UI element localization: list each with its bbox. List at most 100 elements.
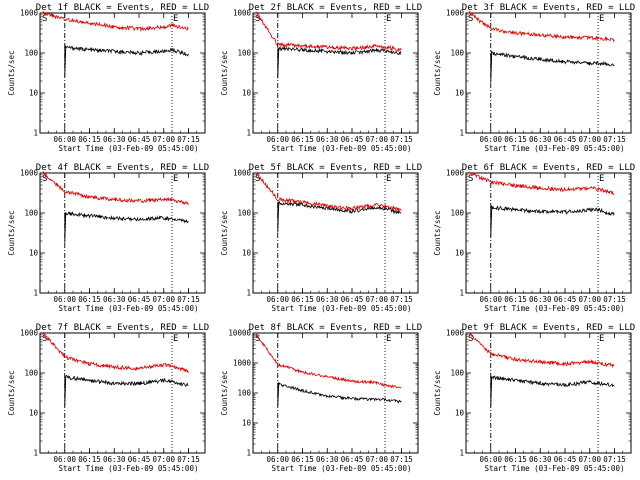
events-series-line	[64, 210, 189, 243]
x-tick-label: 07:15	[603, 455, 626, 464]
lld-series-line	[255, 11, 402, 52]
detector-panel-7: Det 7f BLACK = Events, RED = LLD 1 10 100 10…	[0, 320, 213, 480]
detector-panel-3: Det 3f BLACK = Events, RED = LLD 1 10 100 10…	[426, 0, 639, 160]
y-axis-label: Counts/sec	[433, 50, 442, 95]
x-axis-label: Start Time (03-Feb-09 05:45:00)	[485, 304, 625, 313]
detector-panel-9: Det 9f BLACK = Events, RED = LLD 1 10 100 10…	[426, 320, 639, 480]
y-axis-label: Counts/sec	[7, 50, 16, 95]
y-tick-label: 1000	[446, 9, 465, 18]
detector-panel-6: Det 6f BLACK = Events, RED = LLD 1 10 100 10…	[426, 160, 639, 320]
x-tick-label: 06:45	[554, 295, 577, 304]
events-series-line	[277, 45, 402, 79]
y-tick-label: 100	[237, 49, 251, 58]
x-tick-label: 06:30	[316, 295, 339, 304]
y-tick-label: 10	[29, 249, 39, 258]
start-marker-label: S	[255, 14, 260, 24]
x-tick-label: 07:15	[177, 295, 200, 304]
x-tick-label: 06:00	[479, 295, 502, 304]
x-tick-label: 06:45	[554, 135, 577, 144]
panel-title: Det 1f BLACK = Events, RED = LLD	[36, 3, 209, 13]
detector-panel-8: Det 8f BLACK = Events, RED = LLD 1 10 100 10…	[213, 320, 426, 480]
x-tick-label: 06:15	[291, 135, 314, 144]
detector-panel-4: Det 4f BLACK = Events, RED = LLD 1 10 100 10…	[0, 160, 213, 320]
chart-svg-7: Det 7f BLACK = Events, RED = LLD 1 10 100 10…	[7, 323, 209, 473]
x-axis-label: Start Time (03-Feb-09 05:45:00)	[59, 144, 199, 153]
x-axis-label: Start Time (03-Feb-09 05:45:00)	[485, 144, 625, 153]
y-tick-label: 100	[24, 209, 38, 218]
x-tick-label: 06:00	[53, 455, 76, 464]
lld-series-line	[42, 331, 189, 374]
y-axis-label: Counts/sec	[7, 210, 16, 255]
start-marker-label: S	[468, 334, 473, 344]
x-tick-label: 06:00	[266, 295, 289, 304]
end-marker-label: E	[599, 174, 604, 184]
x-tick-label: 07:15	[603, 295, 626, 304]
y-tick-label: 1000	[446, 329, 465, 338]
y-tick-label: 10	[29, 409, 39, 418]
x-tick-label: 06:45	[554, 455, 577, 464]
x-tick-label: 07:15	[390, 455, 413, 464]
x-tick-label: 07:15	[390, 295, 413, 304]
y-tick-label: 100	[450, 369, 464, 378]
y-axis-label: Counts/sec	[433, 370, 442, 415]
y-tick-label: 10000	[228, 329, 251, 338]
x-tick-label: 07:15	[177, 135, 200, 144]
x-axis-label: Start Time (03-Feb-09 05:45:00)	[272, 304, 412, 313]
y-tick-label: 10	[455, 249, 465, 258]
start-marker-label: S	[468, 14, 473, 24]
y-tick-label: 1	[246, 289, 251, 298]
y-tick-label: 1	[459, 129, 464, 138]
chart-svg-3: Det 3f BLACK = Events, RED = LLD 1 10 100 10…	[433, 3, 635, 153]
chart-svg-6: Det 6f BLACK = Events, RED = LLD 1 10 100 10…	[433, 163, 635, 313]
x-tick-label: 06:30	[103, 455, 126, 464]
chart-svg-5: Det 5f BLACK = Events, RED = LLD 1 10 100 10…	[220, 163, 422, 313]
end-marker-label: E	[386, 14, 391, 24]
events-series-line	[490, 50, 615, 83]
y-tick-label: 1	[459, 289, 464, 298]
y-axis-label: Counts/sec	[220, 370, 229, 415]
chart-svg-1: Det 1f BLACK = Events, RED = LLD 1 10 100 10…	[7, 3, 209, 153]
panel-title: Det 9f BLACK = Events, RED = LLD	[462, 323, 635, 333]
x-tick-label: 06:45	[341, 295, 364, 304]
detector-panel-1: Det 1f BLACK = Events, RED = LLD 1 10 100 10…	[0, 0, 213, 160]
detector-panel-5: Det 5f BLACK = Events, RED = LLD 1 10 100 10…	[213, 160, 426, 320]
start-marker-label: S	[255, 174, 260, 184]
y-tick-label: 1000	[20, 9, 39, 18]
y-tick-label: 1	[33, 289, 38, 298]
y-tick-label: 1	[459, 449, 464, 458]
x-tick-label: 06:45	[128, 295, 151, 304]
x-tick-label: 06:15	[291, 455, 314, 464]
x-tick-label: 06:15	[78, 135, 101, 144]
x-axis-label: Start Time (03-Feb-09 05:45:00)	[272, 464, 412, 473]
x-tick-label: 07:00	[578, 135, 601, 144]
x-tick-label: 06:45	[341, 455, 364, 464]
events-series-line	[277, 381, 402, 407]
panel-title: Det 4f BLACK = Events, RED = LLD	[36, 163, 209, 173]
lld-series-line	[468, 10, 615, 43]
start-marker-label: S	[42, 174, 47, 184]
x-axis-label: Start Time (03-Feb-09 05:45:00)	[272, 144, 412, 153]
panel-title: Det 6f BLACK = Events, RED = LLD	[462, 163, 635, 173]
x-tick-label: 07:00	[578, 295, 601, 304]
y-axis-label: Counts/sec	[220, 210, 229, 255]
y-tick-label: 1	[246, 129, 251, 138]
y-tick-label: 1000	[446, 169, 465, 178]
y-axis-label: Counts/sec	[7, 370, 16, 415]
start-marker-label: S	[42, 334, 47, 344]
events-series-line	[490, 375, 615, 407]
events-series-line	[64, 374, 189, 407]
x-tick-label: 07:00	[152, 455, 175, 464]
x-tick-label: 06:15	[291, 295, 314, 304]
x-tick-label: 07:00	[152, 295, 175, 304]
end-marker-label: E	[173, 174, 178, 184]
start-marker-label: S	[468, 174, 473, 184]
x-tick-label: 06:15	[78, 455, 101, 464]
x-tick-label: 06:30	[529, 295, 552, 304]
x-tick-label: 06:30	[103, 295, 126, 304]
y-tick-label: 10	[242, 89, 252, 98]
panel-title: Det 5f BLACK = Events, RED = LLD	[249, 163, 422, 173]
lld-series-line	[255, 333, 402, 389]
y-tick-label: 1	[246, 449, 251, 458]
y-tick-label: 100	[237, 209, 251, 218]
